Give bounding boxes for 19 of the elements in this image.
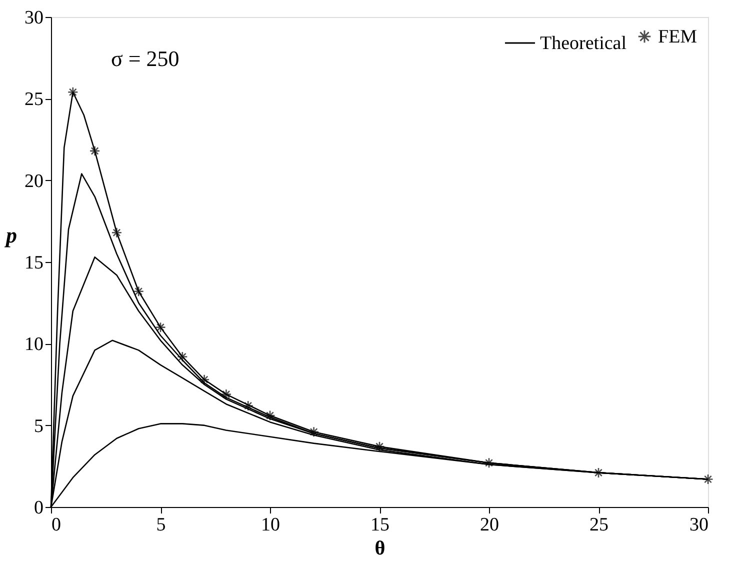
annotation: σ = 250	[111, 46, 180, 71]
x-tick-label: 25	[590, 514, 608, 536]
x-tick-label: 15	[370, 514, 390, 536]
legend-label: Theoretical	[540, 33, 627, 54]
x-tick-label: 30	[690, 514, 708, 536]
y-tick-label: 15	[24, 252, 44, 274]
y-tick-label: 5	[34, 416, 44, 437]
x-axis-title: θ	[374, 538, 386, 560]
y-tick-label: 20	[24, 170, 44, 192]
y-tick-label: 0	[34, 498, 44, 518]
y-tick-label: 25	[24, 89, 44, 110]
y-tick-label: 30	[24, 8, 44, 28]
x-tick-label: 5	[156, 514, 166, 536]
y-axis-title: p	[4, 222, 17, 248]
x-tick-label: 0	[52, 514, 61, 536]
x-tick-label: 10	[261, 514, 280, 536]
legend-label: FEM	[658, 26, 698, 48]
y-tick-label: 10	[24, 334, 44, 356]
x-tick-label: 20	[480, 514, 499, 536]
